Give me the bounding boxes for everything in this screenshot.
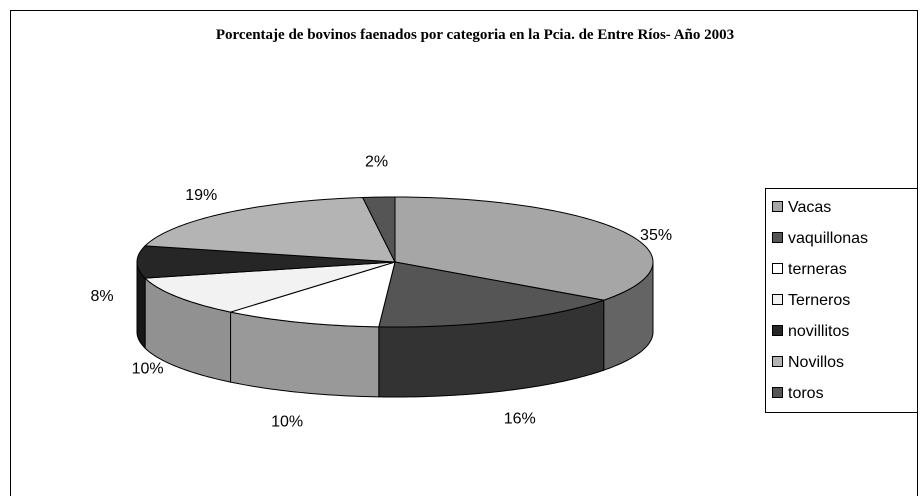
data-label: 10% bbox=[271, 414, 303, 431]
slice bbox=[230, 261, 396, 328]
legend-label: novillitos bbox=[788, 323, 849, 340]
legend-swatch bbox=[772, 201, 783, 212]
data-label: 2% bbox=[365, 153, 388, 170]
chart-title: Porcentaje de bovinos faenados por categ… bbox=[215, 27, 735, 43]
slice bbox=[361, 196, 396, 263]
legend-label: terneras bbox=[788, 261, 847, 278]
legend-swatch bbox=[772, 325, 783, 336]
data-label: 19% bbox=[185, 187, 217, 204]
slice bbox=[394, 196, 654, 301]
data-label: 8% bbox=[90, 288, 113, 305]
data-label: 16% bbox=[504, 410, 536, 427]
legend-swatch bbox=[772, 387, 783, 398]
legend-label: Vacas bbox=[788, 199, 831, 216]
legend-box bbox=[765, 188, 918, 413]
legend-label: Terneros bbox=[788, 292, 850, 309]
legend-label: vaquillonas bbox=[788, 230, 868, 247]
legend-swatch bbox=[772, 232, 783, 243]
legend-swatch bbox=[772, 356, 783, 367]
legend-label: Novillos bbox=[788, 354, 844, 371]
slice bbox=[143, 197, 396, 263]
legend-label: toros bbox=[788, 385, 824, 402]
data-label: 35% bbox=[640, 227, 672, 244]
legend-swatch bbox=[772, 294, 783, 305]
slice bbox=[136, 245, 396, 279]
data-label: 10% bbox=[132, 361, 164, 378]
legend-swatch bbox=[772, 263, 783, 274]
slice bbox=[378, 261, 606, 328]
